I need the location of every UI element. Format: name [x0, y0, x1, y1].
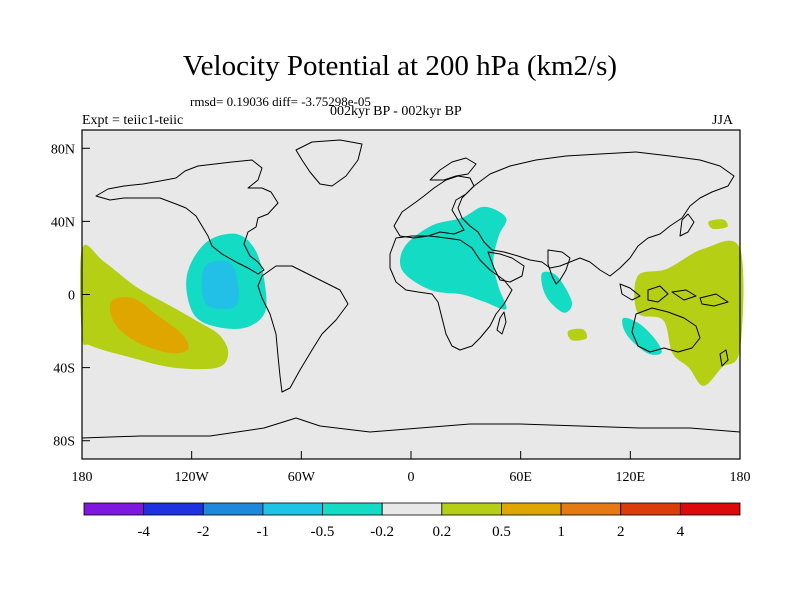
anomaly-regions [79, 206, 744, 386]
central-pacific-core [109, 297, 189, 354]
colorbar-swatch [560, 502, 622, 516]
x-tick-label: 120W [175, 470, 210, 485]
australia-negative [622, 317, 662, 355]
colorbar-label: -0.5 [311, 524, 335, 540]
stats-text: rmsd= 0.19036 diff= -3.75298e-05 [190, 94, 371, 109]
y-tick-label: 40N [51, 215, 75, 230]
x-tick-label: 180 [72, 470, 93, 485]
colorbar-swatch [381, 502, 443, 516]
x-tick-label: 180 [730, 470, 751, 485]
colorbar-label: 4 [677, 524, 685, 540]
colorbar-swatch [322, 502, 383, 516]
y-tick-label: 40S [53, 362, 75, 377]
north-pacific-positive [708, 219, 728, 230]
colorbar-label: 0.2 [432, 524, 451, 540]
colorbar-label: -2 [197, 524, 210, 540]
chart-title: Velocity Potential at 200 hPa (km2/s) [182, 50, 618, 82]
experiment-label: Expt = teiic1-teiic [82, 113, 184, 128]
period-text: 002kyr BP - 002kyr BP [330, 104, 462, 119]
central-pacific-positive [79, 244, 229, 370]
colorbar-swatch [679, 502, 741, 516]
y-tick-label: 80S [53, 435, 75, 450]
colorbar-label: -1 [257, 524, 270, 540]
south-indian-positive [567, 328, 588, 341]
map-plot-area: 180 120W 60W 0 60E 120E 180 80N 40N 0 40S 80S [51, 129, 751, 485]
colorbar-swatch [441, 502, 502, 516]
colorbar-label: -4 [137, 524, 150, 540]
coastlines [81, 139, 741, 439]
east-pacific-core [201, 260, 239, 310]
x-axis-ticks: 180 120W 60W 0 60E 120E 180 [72, 451, 751, 485]
y-axis-ticks: 80N 40N 0 40S 80S [51, 142, 90, 450]
colorbar-swatch [620, 502, 681, 516]
africa-mideast-negative [400, 206, 507, 310]
colorbar-label: -0.2 [370, 524, 394, 540]
x-tick-label: 0 [408, 470, 415, 485]
colorbar-label: 1 [557, 524, 565, 540]
colorbar-swatch [501, 502, 562, 516]
west-pacific-positive [634, 240, 744, 386]
colorbar-label: 0.5 [492, 524, 511, 540]
colorbar-swatch [262, 502, 323, 516]
y-tick-label: 80N [51, 142, 75, 157]
colorbar-swatch [83, 502, 145, 516]
colorbar-swatch [202, 502, 264, 516]
x-tick-label: 120E [616, 470, 646, 485]
x-tick-label: 60W [288, 470, 316, 485]
indian-ocean-negative [541, 271, 573, 313]
season-label: JJA [712, 113, 734, 128]
x-tick-label: 60E [509, 470, 532, 485]
colorbar-swatch [143, 502, 204, 516]
colorbar-label: 2 [617, 524, 625, 540]
colorbar: -4 -2 -1 -0.5 -0.2 0.2 0.5 1 2 4 [83, 502, 741, 540]
y-tick-label: 0 [68, 289, 75, 304]
